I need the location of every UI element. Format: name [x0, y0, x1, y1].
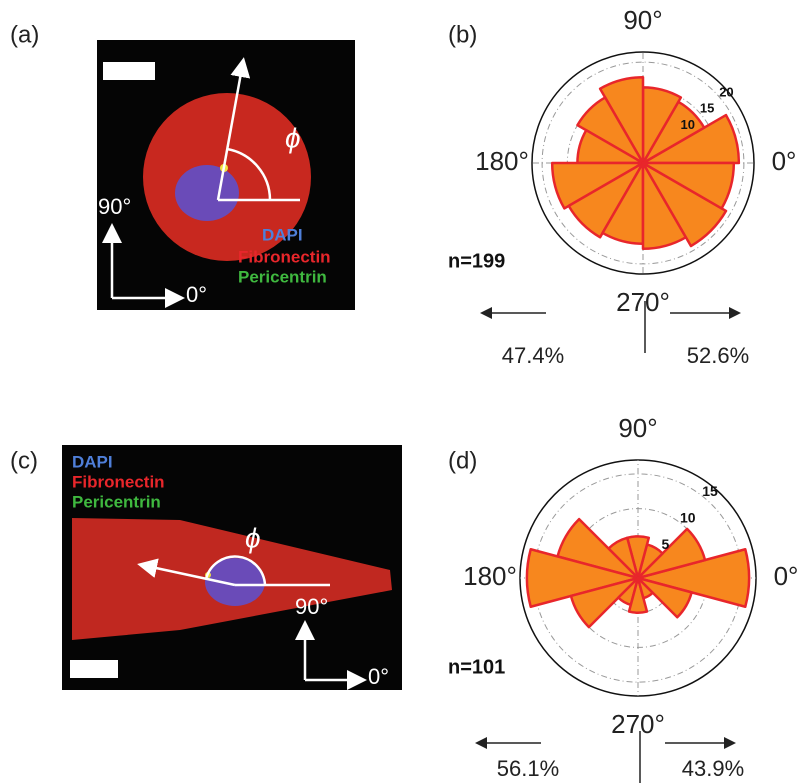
page: {"panels": { "a": {"label": "(a)", "lege…	[0, 0, 801, 783]
theta-tick-label: 270°	[611, 709, 665, 739]
theta-tick-label: 0°	[772, 146, 797, 176]
split-label: 52.6%	[687, 343, 749, 368]
axis-label: 90°	[295, 594, 328, 619]
legend-text: Pericentrin	[72, 492, 161, 511]
panel-label: (a)	[10, 21, 39, 48]
r-tick-label: 15	[702, 483, 718, 499]
sample-size: n=199	[448, 250, 505, 272]
theta-tick-label: 90°	[623, 5, 662, 35]
axis-label: 0°	[368, 664, 389, 689]
legend-text: DAPI	[72, 452, 113, 471]
theta-tick-label: 180°	[463, 561, 517, 591]
split-label: 43.9%	[682, 756, 744, 781]
angle-symbol: ϕ	[245, 522, 261, 553]
legend-text: DAPI	[262, 225, 303, 244]
legend-text: Fibronectin	[72, 472, 165, 491]
r-tick-label: 5	[662, 536, 670, 552]
legend-text: Pericentrin	[238, 267, 327, 286]
split-label: 56.1%	[497, 756, 559, 781]
panel-label: (c)	[10, 447, 38, 474]
theta-tick-label: 270°	[616, 287, 670, 317]
panel-label: (b)	[448, 21, 477, 48]
sample-size: n=101	[448, 656, 505, 678]
angle-symbol: ϕ	[285, 122, 301, 153]
panel-label: (d)	[448, 447, 477, 474]
axis-label: 90°	[98, 194, 131, 219]
figure: (a) ϕ DAPI Fibronectin Pericentrin 90° 0…	[0, 0, 801, 783]
r-tick-label: 15	[700, 101, 714, 116]
axis-label: 0°	[186, 282, 207, 307]
theta-tick-label: 180°	[475, 146, 529, 176]
theta-tick-label: 0°	[774, 561, 799, 591]
theta-tick-label: 90°	[618, 413, 657, 443]
split-label: 47.4%	[502, 343, 564, 368]
r-tick-label: 20	[719, 84, 733, 99]
r-tick-label: 10	[680, 509, 696, 525]
r-tick-label: 10	[681, 117, 695, 132]
legend-text: Fibronectin	[238, 247, 331, 266]
